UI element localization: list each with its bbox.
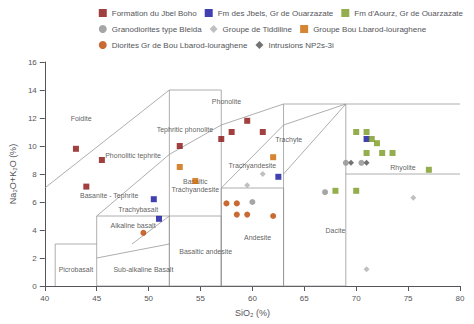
svg-text:Tephritic phonolite: Tephritic phonolite [157, 126, 214, 134]
svg-text:65: 65 [300, 294, 309, 303]
svg-text:75: 75 [404, 294, 413, 303]
svg-text:Foidite: Foidite [71, 115, 92, 122]
svg-text:Granodiorites type Bleida: Granodiorites type Bleida [112, 25, 202, 34]
svg-text:Trachybasalt: Trachybasalt [118, 206, 158, 214]
svg-text:6: 6 [32, 198, 37, 207]
svg-text:Alkaline basalt: Alkaline basalt [110, 222, 155, 229]
svg-text:Trachyte: Trachyte [275, 136, 302, 144]
svg-text:Dacite: Dacite [326, 227, 346, 234]
svg-text:55: 55 [196, 294, 205, 303]
svg-text:Trachyandesite: Trachyandesite [229, 162, 277, 170]
svg-text:Fm d'Aourz, Gr de Ouarzazate: Fm d'Aourz, Gr de Ouarzazate [354, 9, 463, 18]
svg-text:Trachyandesite: Trachyandesite [172, 186, 220, 194]
svg-text:Diorites Gr de Bou Lbarod-lour: Diorites Gr de Bou Lbarod-louraghene [112, 41, 248, 50]
svg-text:40: 40 [40, 294, 49, 303]
svg-text:Basaltic andesite: Basaltic andesite [179, 248, 232, 255]
svg-text:Intrusions NP2s-3i: Intrusions NP2s-3i [268, 41, 334, 50]
svg-text:80: 80 [456, 294, 465, 303]
svg-text:Na₂O+K₂O (%): Na₂O+K₂O (%) [8, 144, 18, 204]
svg-text:14: 14 [28, 86, 37, 95]
svg-text:Phonolitic tephrite: Phonolitic tephrite [105, 152, 161, 160]
svg-text:Sub-alkaline Basalt: Sub-alkaline Basalt [113, 266, 173, 273]
svg-text:45: 45 [92, 294, 101, 303]
svg-text:Groupe de Tiddiline: Groupe de Tiddiline [223, 25, 293, 34]
svg-text:Fm des Jbels, Gr de Ouarzazate: Fm des Jbels, Gr de Ouarzazate [218, 9, 334, 18]
svg-text:50: 50 [144, 294, 153, 303]
svg-text:Andesite: Andesite [244, 234, 271, 241]
svg-text:Groupe Bou Lbarod-louraghene: Groupe Bou Lbarod-louraghene [313, 25, 427, 34]
svg-text:Basanite - Tephrite: Basanite - Tephrite [80, 192, 138, 200]
svg-text:16: 16 [28, 58, 37, 67]
svg-text:12: 12 [28, 114, 37, 123]
svg-text:Phonolite: Phonolite [212, 98, 241, 105]
svg-text:60: 60 [248, 294, 257, 303]
svg-text:70: 70 [352, 294, 361, 303]
svg-text:10: 10 [28, 142, 37, 151]
svg-text:Basaltic: Basaltic [183, 178, 208, 185]
svg-text:Picrobasalt: Picrobasalt [59, 266, 94, 273]
svg-text:SiO₂ (%): SiO₂ (%) [235, 308, 270, 318]
svg-text:Rhyolite: Rhyolite [390, 164, 415, 172]
svg-text:0: 0 [32, 282, 37, 291]
svg-text:Formation du Jbel Boho: Formation du Jbel Boho [112, 9, 197, 18]
svg-text:2: 2 [32, 254, 37, 263]
svg-text:4: 4 [32, 226, 37, 235]
svg-text:8: 8 [32, 170, 37, 179]
